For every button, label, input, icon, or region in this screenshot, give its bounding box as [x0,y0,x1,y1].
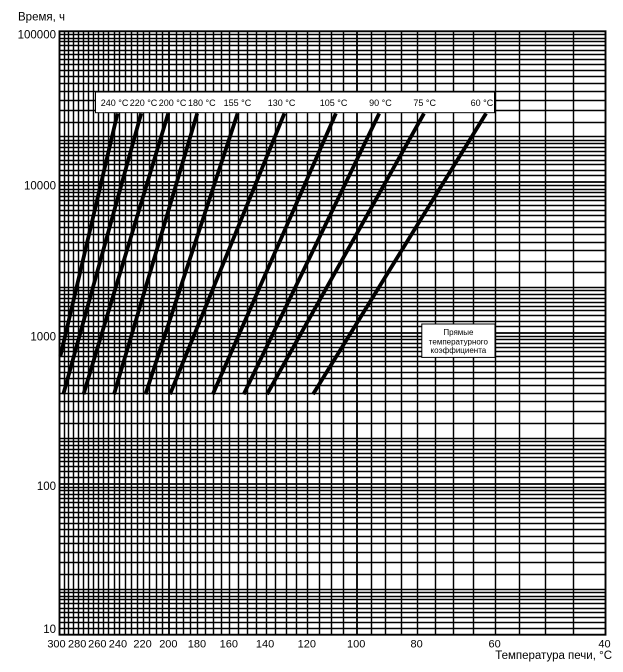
svg-text:Время, ч: Время, ч [18,12,65,24]
svg-text:100: 100 [37,481,56,493]
svg-text:Температура печи, °C: Температура печи, °C [495,650,612,662]
svg-text:100: 100 [347,639,365,651]
svg-text:температурного: температурного [429,337,489,346]
svg-text:105 °C: 105 °C [320,98,348,108]
svg-text:240 °C: 240 °C [101,98,129,108]
svg-text:160: 160 [220,639,238,651]
svg-text:300: 300 [47,639,65,651]
svg-text:75 °C: 75 °C [413,98,436,108]
svg-text:180 °C: 180 °C [188,98,216,108]
svg-text:130 °C: 130 °C [268,98,296,108]
svg-text:60: 60 [489,639,501,651]
svg-text:40: 40 [598,639,610,651]
svg-text:10000: 10000 [24,180,56,192]
svg-text:180: 180 [188,639,206,651]
svg-text:80: 80 [411,639,423,651]
svg-text:240: 240 [109,639,127,651]
svg-text:260: 260 [88,639,106,651]
svg-text:220: 220 [133,639,151,651]
svg-text:140: 140 [256,639,274,651]
svg-text:155 °C: 155 °C [224,98,252,108]
svg-text:280: 280 [68,639,86,651]
svg-text:200: 200 [159,639,177,651]
svg-text:200 °C: 200 °C [159,98,187,108]
svg-text:коэффициента: коэффициента [431,346,487,355]
svg-text:60 °C: 60 °C [471,98,494,108]
svg-text:10: 10 [43,624,56,636]
svg-text:120: 120 [298,639,316,651]
svg-text:90 °C: 90 °C [369,98,392,108]
svg-text:220 °C: 220 °C [130,98,158,108]
svg-text:100000: 100000 [18,30,56,42]
svg-text:Прямые: Прямые [443,328,474,337]
svg-text:1000: 1000 [30,331,56,343]
